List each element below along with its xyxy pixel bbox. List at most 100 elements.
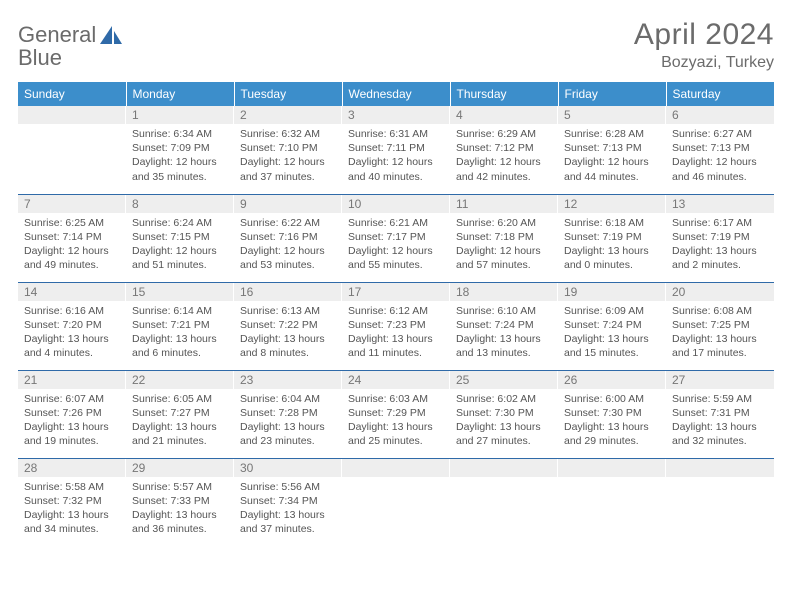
day-details: Sunrise: 5:57 AMSunset: 7:33 PMDaylight:… <box>126 477 234 541</box>
weekday-header: Wednesday <box>342 82 450 106</box>
sail-icon <box>98 24 124 55</box>
day-details: Sunrise: 6:28 AMSunset: 7:13 PMDaylight:… <box>558 124 666 188</box>
day-number: 6 <box>666 106 774 124</box>
calendar-day-cell: 15Sunrise: 6:14 AMSunset: 7:21 PMDayligh… <box>126 282 234 370</box>
day-number: 17 <box>342 283 450 301</box>
calendar-day-cell: 9Sunrise: 6:22 AMSunset: 7:16 PMDaylight… <box>234 194 342 282</box>
day-number <box>342 459 450 477</box>
calendar-week-row: 7Sunrise: 6:25 AMSunset: 7:14 PMDaylight… <box>18 194 774 282</box>
calendar-day-cell: 29Sunrise: 5:57 AMSunset: 7:33 PMDayligh… <box>126 458 234 546</box>
day-number: 18 <box>450 283 558 301</box>
day-number: 14 <box>18 283 126 301</box>
day-details: Sunrise: 5:58 AMSunset: 7:32 PMDaylight:… <box>18 477 126 541</box>
calendar-day-cell: 23Sunrise: 6:04 AMSunset: 7:28 PMDayligh… <box>234 370 342 458</box>
calendar-day-cell: 7Sunrise: 6:25 AMSunset: 7:14 PMDaylight… <box>18 194 126 282</box>
title-block: April 2024 Bozyazi, Turkey <box>634 18 774 72</box>
day-number: 8 <box>126 195 234 213</box>
calendar-week-row: 14Sunrise: 6:16 AMSunset: 7:20 PMDayligh… <box>18 282 774 370</box>
calendar-day-cell: 3Sunrise: 6:31 AMSunset: 7:11 PMDaylight… <box>342 106 450 194</box>
day-number: 26 <box>558 371 666 389</box>
logo-word2: Blue <box>18 45 62 70</box>
day-number: 23 <box>234 371 342 389</box>
day-number <box>666 459 774 477</box>
calendar-day-cell: 17Sunrise: 6:12 AMSunset: 7:23 PMDayligh… <box>342 282 450 370</box>
calendar-page: General Blue April 2024 Bozyazi, Turkey … <box>0 0 792 546</box>
day-details: Sunrise: 6:16 AMSunset: 7:20 PMDaylight:… <box>18 301 126 365</box>
calendar-day-cell: 2Sunrise: 6:32 AMSunset: 7:10 PMDaylight… <box>234 106 342 194</box>
day-details: Sunrise: 6:04 AMSunset: 7:28 PMDaylight:… <box>234 389 342 453</box>
day-number: 24 <box>342 371 450 389</box>
day-details: Sunrise: 6:03 AMSunset: 7:29 PMDaylight:… <box>342 389 450 453</box>
day-details: Sunrise: 5:59 AMSunset: 7:31 PMDaylight:… <box>666 389 774 453</box>
calendar-day-cell: 18Sunrise: 6:10 AMSunset: 7:24 PMDayligh… <box>450 282 558 370</box>
day-details: Sunrise: 6:13 AMSunset: 7:22 PMDaylight:… <box>234 301 342 365</box>
calendar-week-row: 21Sunrise: 6:07 AMSunset: 7:26 PMDayligh… <box>18 370 774 458</box>
day-details: Sunrise: 6:09 AMSunset: 7:24 PMDaylight:… <box>558 301 666 365</box>
day-details: Sunrise: 6:25 AMSunset: 7:14 PMDaylight:… <box>18 213 126 277</box>
day-number: 16 <box>234 283 342 301</box>
weekday-header: Thursday <box>450 82 558 106</box>
day-number: 15 <box>126 283 234 301</box>
logo-word1: General <box>18 22 96 47</box>
title-location: Bozyazi, Turkey <box>634 54 774 72</box>
day-details: Sunrise: 6:00 AMSunset: 7:30 PMDaylight:… <box>558 389 666 453</box>
day-details: Sunrise: 6:07 AMSunset: 7:26 PMDaylight:… <box>18 389 126 453</box>
day-number: 11 <box>450 195 558 213</box>
weekday-header: Tuesday <box>234 82 342 106</box>
calendar-day-cell <box>666 458 774 546</box>
calendar-day-cell: 21Sunrise: 6:07 AMSunset: 7:26 PMDayligh… <box>18 370 126 458</box>
day-details: Sunrise: 6:21 AMSunset: 7:17 PMDaylight:… <box>342 213 450 277</box>
calendar-head: SundayMondayTuesdayWednesdayThursdayFrid… <box>18 82 774 106</box>
calendar-table: SundayMondayTuesdayWednesdayThursdayFrid… <box>18 82 774 546</box>
calendar-day-cell: 4Sunrise: 6:29 AMSunset: 7:12 PMDaylight… <box>450 106 558 194</box>
day-number <box>18 106 126 124</box>
logo-text-block: General Blue <box>18 24 96 70</box>
calendar-day-cell: 27Sunrise: 5:59 AMSunset: 7:31 PMDayligh… <box>666 370 774 458</box>
weekday-header: Sunday <box>18 82 126 106</box>
day-number: 20 <box>666 283 774 301</box>
calendar-day-cell: 24Sunrise: 6:03 AMSunset: 7:29 PMDayligh… <box>342 370 450 458</box>
calendar-week-row: 28Sunrise: 5:58 AMSunset: 7:32 PMDayligh… <box>18 458 774 546</box>
calendar-body: 1Sunrise: 6:34 AMSunset: 7:09 PMDaylight… <box>18 106 774 546</box>
day-details: Sunrise: 6:34 AMSunset: 7:09 PMDaylight:… <box>126 124 234 188</box>
day-number: 12 <box>558 195 666 213</box>
day-number: 7 <box>18 195 126 213</box>
day-number: 4 <box>450 106 558 124</box>
calendar-day-cell: 11Sunrise: 6:20 AMSunset: 7:18 PMDayligh… <box>450 194 558 282</box>
day-number: 13 <box>666 195 774 213</box>
calendar-day-cell: 1Sunrise: 6:34 AMSunset: 7:09 PMDaylight… <box>126 106 234 194</box>
day-details: Sunrise: 5:56 AMSunset: 7:34 PMDaylight:… <box>234 477 342 541</box>
day-number: 22 <box>126 371 234 389</box>
calendar-day-cell: 5Sunrise: 6:28 AMSunset: 7:13 PMDaylight… <box>558 106 666 194</box>
day-number: 3 <box>342 106 450 124</box>
day-number: 25 <box>450 371 558 389</box>
day-number: 19 <box>558 283 666 301</box>
title-month: April 2024 <box>634 18 774 52</box>
calendar-day-cell <box>342 458 450 546</box>
day-details: Sunrise: 6:24 AMSunset: 7:15 PMDaylight:… <box>126 213 234 277</box>
day-details: Sunrise: 6:02 AMSunset: 7:30 PMDaylight:… <box>450 389 558 453</box>
day-number <box>558 459 666 477</box>
day-number: 28 <box>18 459 126 477</box>
day-number: 30 <box>234 459 342 477</box>
calendar-day-cell: 25Sunrise: 6:02 AMSunset: 7:30 PMDayligh… <box>450 370 558 458</box>
calendar-day-cell <box>450 458 558 546</box>
calendar-day-cell: 26Sunrise: 6:00 AMSunset: 7:30 PMDayligh… <box>558 370 666 458</box>
calendar-day-cell: 14Sunrise: 6:16 AMSunset: 7:20 PMDayligh… <box>18 282 126 370</box>
weekday-header: Monday <box>126 82 234 106</box>
day-details: Sunrise: 6:20 AMSunset: 7:18 PMDaylight:… <box>450 213 558 277</box>
calendar-day-cell <box>18 106 126 194</box>
day-details: Sunrise: 6:17 AMSunset: 7:19 PMDaylight:… <box>666 213 774 277</box>
header: General Blue April 2024 Bozyazi, Turkey <box>18 18 774 72</box>
day-details: Sunrise: 6:10 AMSunset: 7:24 PMDaylight:… <box>450 301 558 365</box>
calendar-day-cell: 10Sunrise: 6:21 AMSunset: 7:17 PMDayligh… <box>342 194 450 282</box>
calendar-day-cell: 13Sunrise: 6:17 AMSunset: 7:19 PMDayligh… <box>666 194 774 282</box>
day-details: Sunrise: 6:27 AMSunset: 7:13 PMDaylight:… <box>666 124 774 188</box>
calendar-day-cell: 30Sunrise: 5:56 AMSunset: 7:34 PMDayligh… <box>234 458 342 546</box>
calendar-week-row: 1Sunrise: 6:34 AMSunset: 7:09 PMDaylight… <box>18 106 774 194</box>
day-details: Sunrise: 6:14 AMSunset: 7:21 PMDaylight:… <box>126 301 234 365</box>
weekday-header: Saturday <box>666 82 774 106</box>
day-number: 5 <box>558 106 666 124</box>
day-details: Sunrise: 6:08 AMSunset: 7:25 PMDaylight:… <box>666 301 774 365</box>
calendar-day-cell: 8Sunrise: 6:24 AMSunset: 7:15 PMDaylight… <box>126 194 234 282</box>
